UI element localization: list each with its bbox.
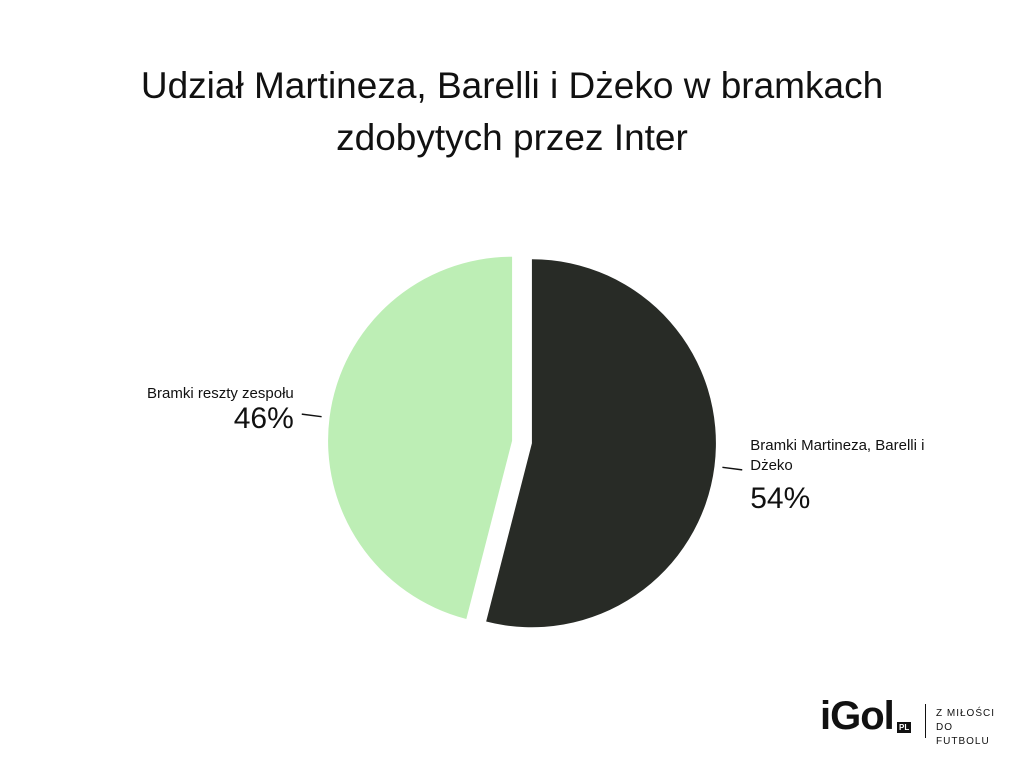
value-label: 46%	[233, 402, 294, 436]
brand-logo: iGol	[820, 694, 895, 738]
leader-line	[301, 413, 322, 418]
separator	[925, 704, 926, 738]
value-label: 54%	[750, 481, 811, 515]
chart-title: Udział Martineza, Barelli i Dżeko w bram…	[140, 65, 884, 158]
brand-tagline: Z MIŁOŚCI DO FUTBOLU	[936, 708, 996, 747]
pie-slice	[328, 256, 513, 619]
pie-slice	[486, 259, 716, 628]
leader-line	[722, 466, 743, 471]
category-label: Bramki Martineza, Barelli i Dżeko	[750, 436, 925, 474]
category-label: Bramki reszty zespołu	[147, 385, 294, 403]
brand-suffix: PL	[897, 722, 912, 733]
